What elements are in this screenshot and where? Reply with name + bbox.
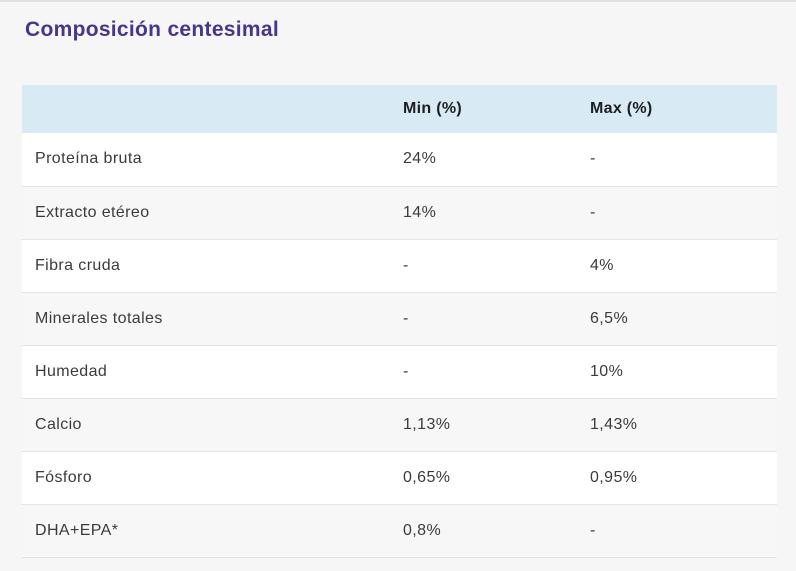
min-cell: 24% [403,150,437,168]
component-cell: Humedad [35,362,108,380]
table-row: Minerales totales - 6,5% [22,292,777,345]
max-cell: 6,5% [590,309,629,327]
table-header-row: Min (%) Max (%) [22,85,777,133]
component-cell: Fibra cruda [35,256,121,274]
table-row: Fósforo 0,65% 0,95% [22,451,777,504]
max-cell: - [590,203,596,221]
max-column-header: Max (%) [590,100,653,117]
table-row: DHA+EPA* 0,8% - [22,504,777,557]
component-cell: Extracto etéreo [35,203,150,221]
page-title: Composición centesimal [25,18,279,41]
component-cell: Calcio [35,415,82,433]
table-row: Calcio 1,13% 1,43% [22,398,777,451]
component-cell: Proteína bruta [35,150,142,168]
min-cell: 0,8% [403,521,442,539]
max-cell: 4% [590,256,614,274]
max-cell: - [590,150,596,168]
min-column-header: Min (%) [403,100,462,117]
min-cell: 14% [403,203,437,221]
min-cell: - [403,256,409,274]
table-row: Extracto etéreo 14% - [22,186,777,239]
max-cell: - [590,521,596,539]
table-header: Min (%) Max (%) [22,85,777,133]
component-cell: Fósforo [35,468,93,486]
table-body: Proteína bruta 24% - Extracto etéreo 14%… [22,133,777,557]
min-cell: - [403,362,409,380]
component-cell: Minerales totales [35,309,163,327]
composition-table: Min (%) Max (%) Proteína bruta 24% - Ext… [22,85,777,558]
min-cell: 0,65% [403,468,451,486]
max-cell: 0,95% [590,468,638,486]
component-column-header [22,85,403,133]
min-cell: 1,13% [403,415,451,433]
component-cell: DHA+EPA* [35,521,119,539]
table-row: Proteína bruta 24% - [22,133,777,186]
max-cell: 10% [590,362,624,380]
table-row: Fibra cruda - 4% [22,239,777,292]
min-cell: - [403,309,409,327]
max-cell: 1,43% [590,415,638,433]
table-row: Humedad - 10% [22,345,777,398]
